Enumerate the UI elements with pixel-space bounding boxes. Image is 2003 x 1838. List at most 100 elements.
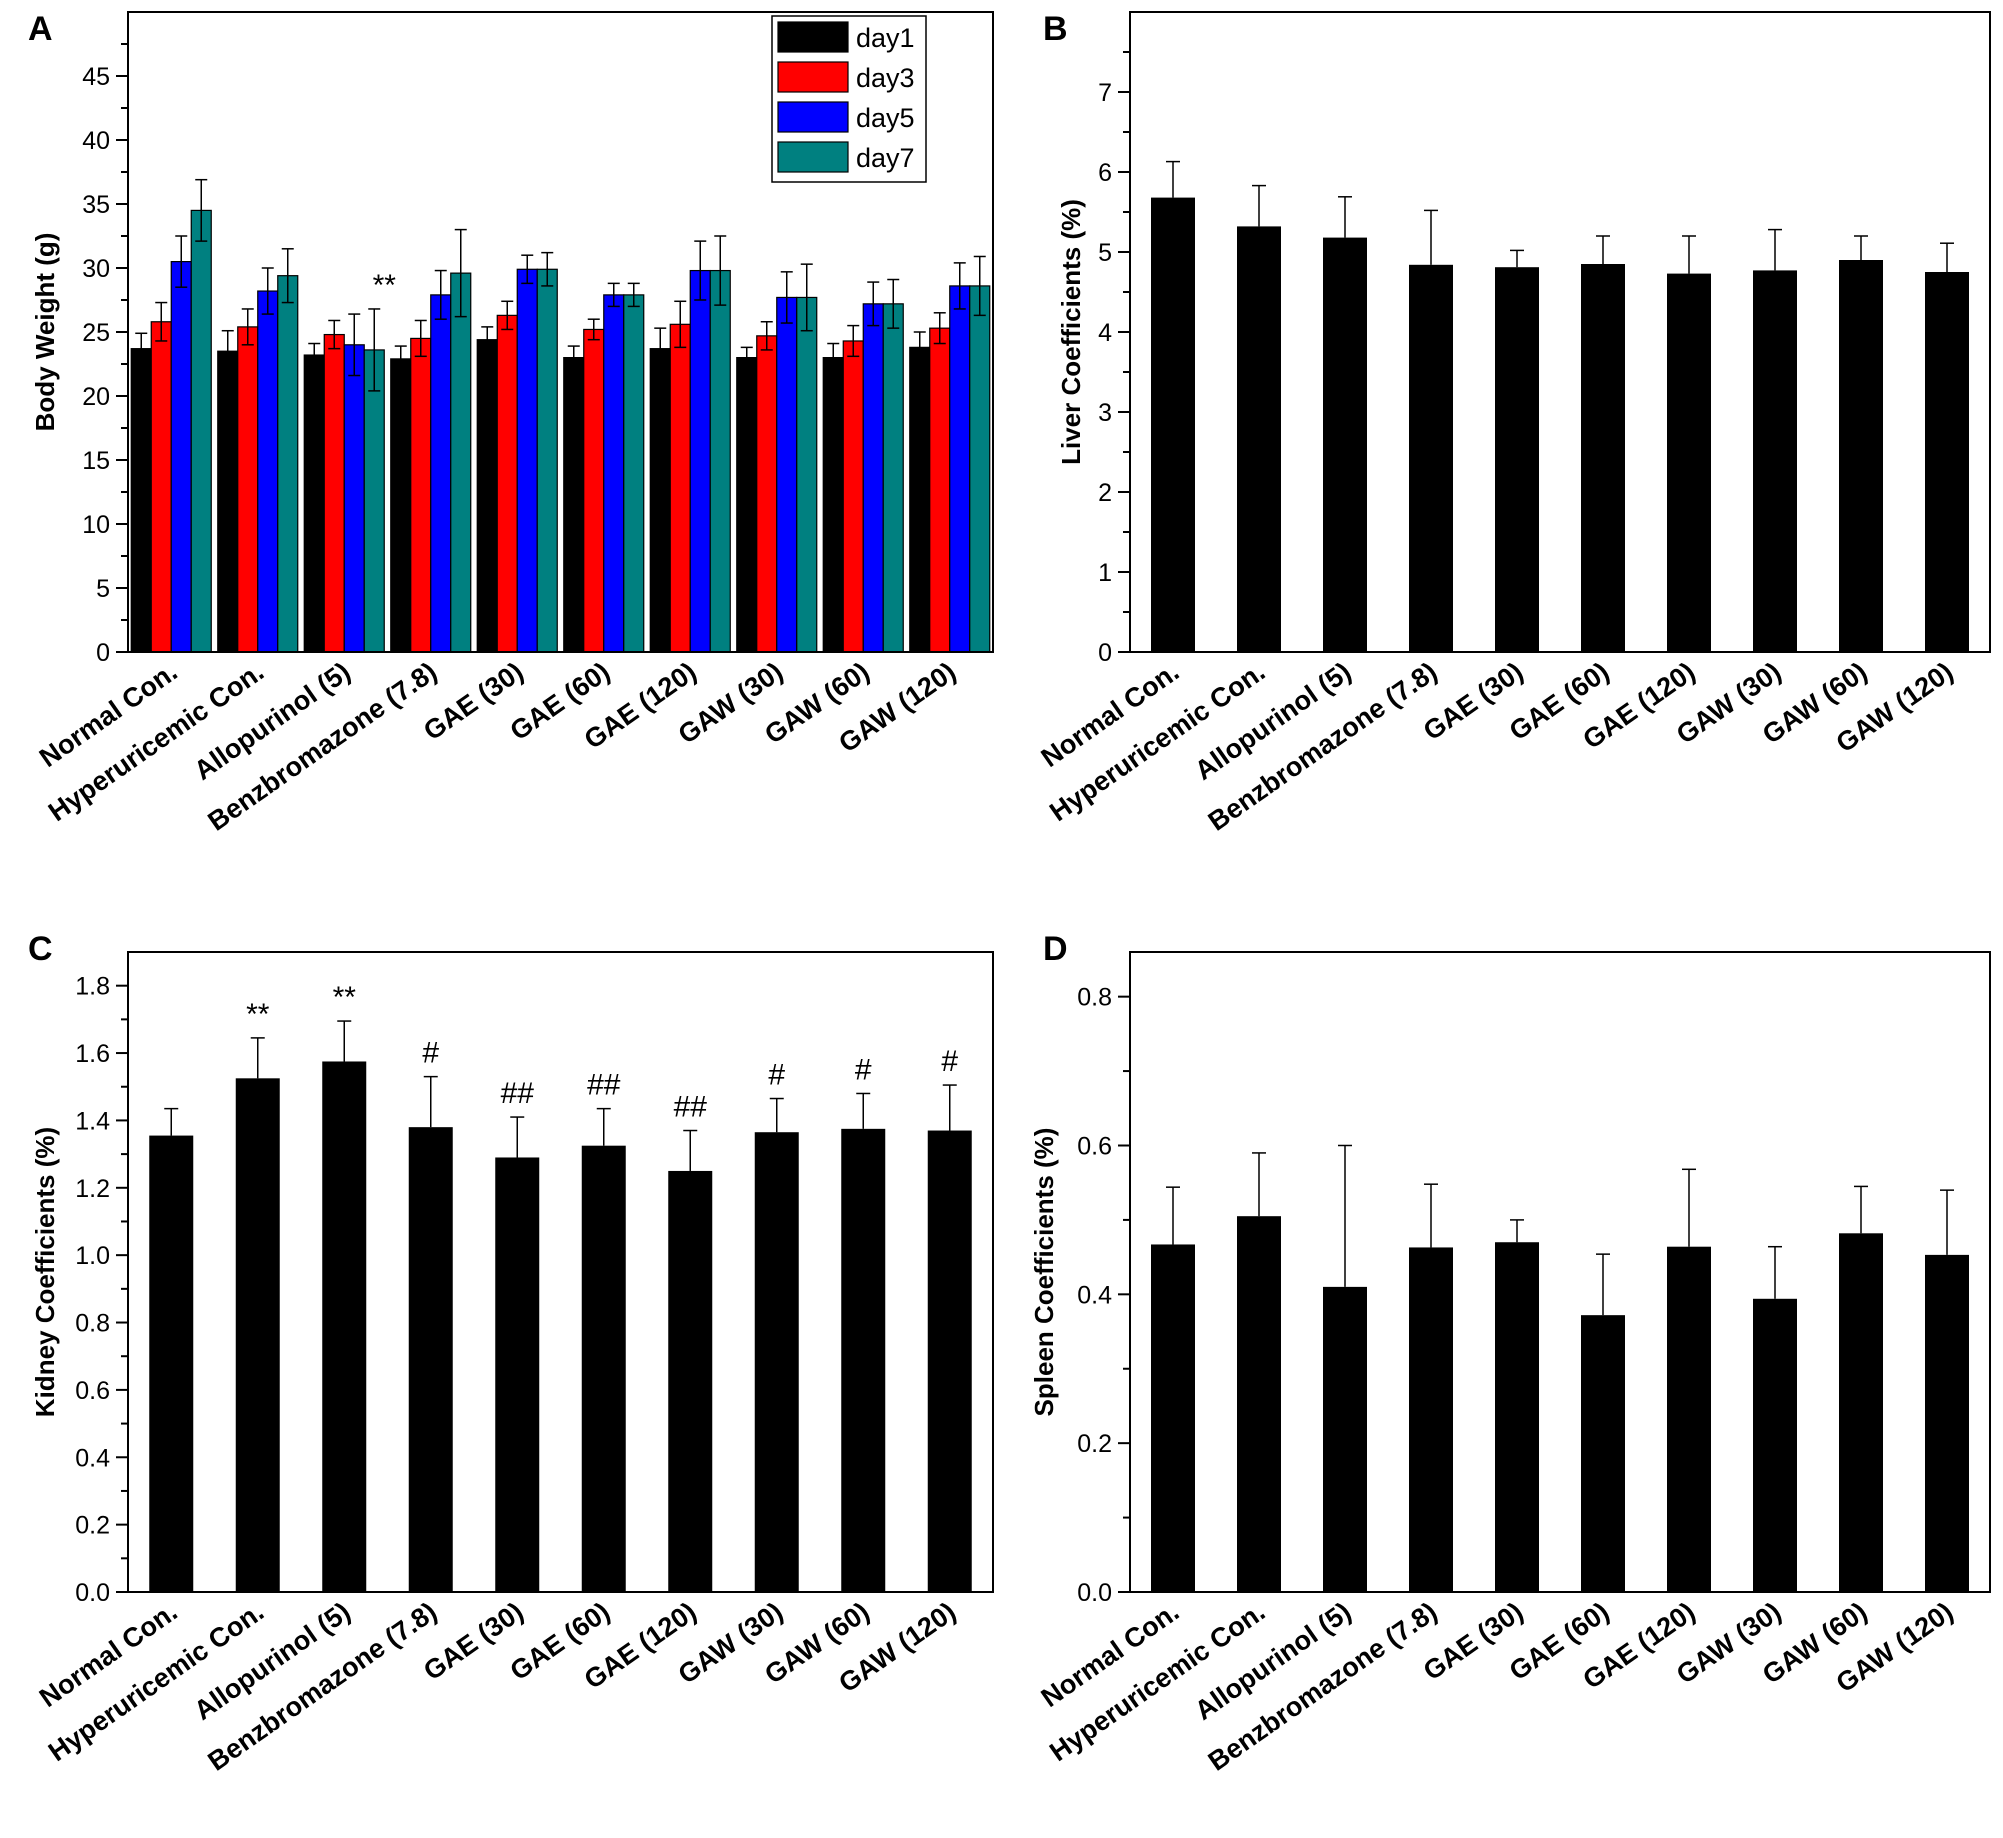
- panel-c: C 0.0 0.2 0.4 0.6 0.8 1.0 1.2 1.4 1.6 1.8 Kidney Co…: [28, 930, 994, 1777]
- bar-day3: [496, 314, 518, 653]
- bar-day7: [277, 275, 299, 653]
- y-tick-label: 40: [82, 127, 110, 155]
- y-tick-label: 0.2: [75, 1512, 110, 1540]
- bar: [581, 1145, 626, 1592]
- y-tick-label: 15: [82, 447, 110, 475]
- significance-mark: ##: [674, 1091, 708, 1124]
- legend-label: day1: [856, 23, 915, 53]
- bar: [495, 1157, 540, 1592]
- bar-day7: [363, 349, 385, 653]
- bar-day5: [170, 261, 192, 653]
- significance-mark: #: [422, 1037, 439, 1070]
- bar: [1151, 1244, 1195, 1592]
- bar: [1495, 267, 1539, 652]
- bar-day7: [709, 269, 731, 653]
- y-tick-label: 0.6: [75, 1377, 110, 1405]
- significance-mark: ##: [501, 1077, 535, 1110]
- bar-day7: [882, 303, 904, 653]
- bar: [1409, 264, 1453, 652]
- y-tick-label: 0.6: [1077, 1132, 1112, 1160]
- y-tick-label: 3: [1098, 399, 1112, 427]
- plot-frame: [127, 951, 994, 1593]
- bar-day5: [776, 296, 798, 653]
- y-axis-title: Liver Coefficients (%): [1056, 199, 1086, 465]
- y-tick-label: 1.6: [75, 1040, 110, 1068]
- legend-label: day7: [856, 143, 915, 173]
- y-tick-label: 0.4: [75, 1444, 110, 1472]
- bar-day1: [390, 358, 412, 653]
- bar-day5: [516, 268, 538, 653]
- bar: [1581, 264, 1625, 652]
- y-axis-title: Body Weight (g): [30, 233, 60, 432]
- bar-day3: [237, 326, 259, 653]
- y-tick-label: 1.8: [75, 973, 110, 1001]
- y-tick-label: 2: [1098, 479, 1112, 507]
- bar: [1151, 197, 1195, 652]
- y-tick-label: 5: [1098, 239, 1112, 267]
- bar-day1: [476, 339, 498, 653]
- bar: [1323, 237, 1367, 652]
- bar-day3: [410, 337, 432, 653]
- bar-day3: [583, 328, 605, 653]
- bar: [1925, 272, 1969, 652]
- bar-day7: [623, 294, 645, 653]
- bar-day7: [450, 272, 472, 653]
- significance-mark: #: [768, 1059, 785, 1092]
- plot-frame: [1129, 951, 1991, 1593]
- y-tick-label: 0.8: [75, 1310, 110, 1338]
- bar-day1: [649, 348, 671, 653]
- bar-day3: [323, 333, 345, 653]
- bar: [322, 1061, 367, 1592]
- bar: [1237, 226, 1281, 652]
- legend-swatch-day7: [777, 141, 849, 173]
- legend-swatch-day3: [777, 61, 849, 93]
- bar: [754, 1132, 799, 1592]
- y-tick-label: 1.4: [75, 1107, 110, 1135]
- bar-day1: [217, 350, 239, 653]
- panel-letter: C: [28, 930, 53, 968]
- bar-day7: [969, 285, 991, 653]
- significance-mark: **: [373, 269, 397, 302]
- panel-letter: B: [1043, 10, 1068, 48]
- significance-mark: ##: [587, 1069, 621, 1102]
- legend-swatch-day1: [777, 21, 849, 53]
- panel-letter: A: [28, 10, 53, 48]
- y-tick-label: 7: [1098, 79, 1112, 107]
- bar: [1581, 1315, 1625, 1592]
- y-tick-label: 0.8: [1077, 984, 1112, 1012]
- y-tick-label: 30: [82, 255, 110, 283]
- bar-day3: [756, 335, 778, 653]
- y-tick-label: 25: [82, 319, 110, 347]
- bar: [149, 1135, 194, 1592]
- y-tick-label: 0.2: [1077, 1430, 1112, 1458]
- bar-day7: [796, 296, 818, 653]
- bar: [1667, 1246, 1711, 1592]
- bar: [1495, 1242, 1539, 1592]
- bar-day5: [257, 290, 279, 653]
- plot-frame: [1129, 11, 1991, 653]
- bar: [841, 1128, 886, 1592]
- y-tick-label: 0.4: [1077, 1281, 1112, 1309]
- legend-label: day5: [856, 103, 915, 133]
- y-tick-label: 4: [1098, 319, 1112, 347]
- legend-label: day3: [856, 63, 915, 93]
- bar: [1925, 1254, 1969, 1592]
- y-tick-label: 5: [96, 575, 110, 603]
- y-tick-label: 45: [82, 63, 110, 91]
- panel-letter: D: [1043, 930, 1068, 968]
- y-tick-label: 1: [1098, 559, 1112, 587]
- significance-mark: #: [855, 1053, 872, 1086]
- bar-day5: [862, 303, 884, 653]
- bar-day7: [190, 209, 212, 653]
- bar-day5: [430, 294, 452, 653]
- bar-day5: [343, 344, 365, 653]
- bar-day3: [842, 340, 864, 653]
- y-tick-label: 0: [96, 639, 110, 667]
- bar: [1237, 1216, 1281, 1592]
- bar: [408, 1127, 453, 1592]
- y-tick-label: 0: [1098, 639, 1112, 667]
- bar: [1839, 260, 1883, 652]
- bar-day1: [563, 357, 585, 653]
